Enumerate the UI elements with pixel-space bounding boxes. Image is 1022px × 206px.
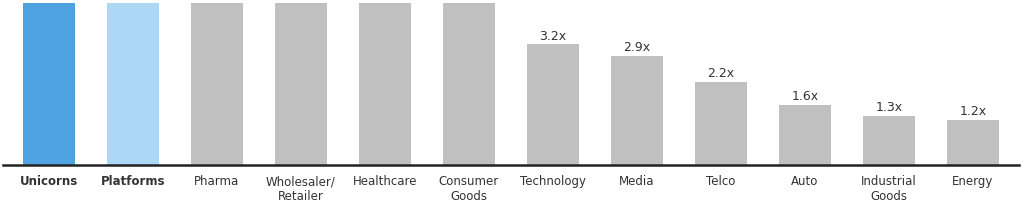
Text: 3.2x: 3.2x [540,30,566,43]
Bar [947,120,1000,165]
Text: 2.2x: 2.2x [707,67,735,80]
Bar [611,56,663,165]
Bar [191,0,243,165]
Bar [527,44,579,165]
Bar [22,0,75,165]
Text: 1.3x: 1.3x [876,101,902,114]
Text: 1.6x: 1.6x [791,90,819,103]
Bar [107,0,159,165]
Bar [695,82,747,165]
Bar [359,0,411,165]
Bar [275,0,327,165]
Bar [863,116,915,165]
Text: 1.2x: 1.2x [960,105,986,118]
Text: 2.9x: 2.9x [623,41,651,54]
Bar [443,0,495,165]
Bar [779,104,831,165]
